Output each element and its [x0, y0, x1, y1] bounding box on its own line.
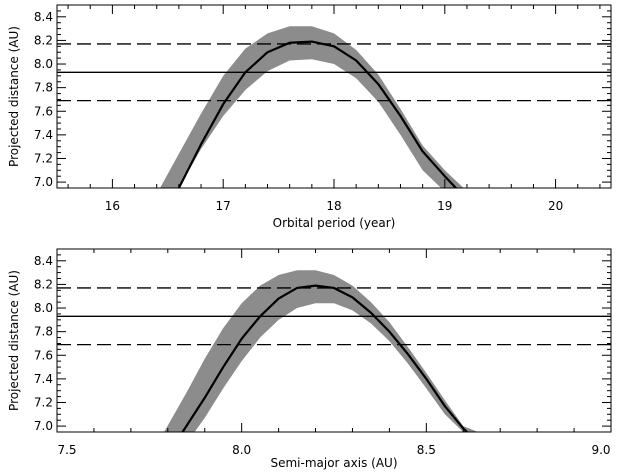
y-axis-title: Projected distance (AU) — [7, 26, 21, 167]
x-tick-label: 9.0 — [591, 443, 610, 457]
y-tick-label: 8.0 — [34, 57, 53, 71]
x-axis-title: Semi-major axis (AU) — [270, 456, 397, 470]
panel-semi-major-axis: 7.5 8.0 8.5 9.0 7.0 7.2 7.4 7.6 7.8 8.0 8.2 8.4 Semi… — [7, 248, 612, 470]
plot-frame — [56, 248, 612, 433]
y-tick-label: 7.0 — [34, 175, 53, 189]
x-axis-title: Orbital period (year) — [273, 216, 396, 230]
x-tick-label: 8.0 — [232, 443, 251, 457]
y-tick-label: 8.0 — [34, 301, 53, 315]
best-fit-curve — [177, 40, 457, 188]
best-fit-curve — [181, 284, 468, 432]
y-axis-title: Projected distance (AU) — [7, 270, 21, 411]
y-tick-label: 8.4 — [34, 10, 53, 24]
y-tick-label: 8.4 — [34, 254, 53, 268]
y-tick-label: 7.8 — [34, 325, 53, 339]
y-tick-label: 7.2 — [34, 151, 53, 165]
plot-area — [57, 270, 611, 432]
y-tick-label: 8.2 — [34, 33, 53, 47]
y-tick-label: 7.2 — [34, 395, 53, 409]
y-tick-label: 7.6 — [34, 348, 53, 362]
y-tick-label: 7.4 — [34, 372, 53, 386]
x-tick-label: 16 — [105, 199, 120, 213]
y-tick-label: 7.0 — [34, 419, 53, 433]
x-tick-label: 17 — [216, 199, 231, 213]
y-tick-label: 7.6 — [34, 104, 53, 118]
plot-area — [57, 26, 611, 188]
y-tick-label: 7.8 — [34, 81, 53, 95]
y-tick-label: 8.2 — [34, 277, 53, 291]
panel-orbital-period: 16 17 18 19 20 7.0 7.2 7.4 7.6 7.8 8.0 8.2 8.4 Orbita… — [7, 4, 612, 230]
x-tick-label: 19 — [437, 199, 452, 213]
y-tick-label: 7.4 — [34, 128, 53, 142]
x-tick-label: 18 — [326, 199, 341, 213]
x-tick-label: 20 — [548, 199, 563, 213]
x-tick-label: 8.5 — [417, 443, 436, 457]
uncertainty-band — [160, 26, 464, 188]
x-tick-label: 7.5 — [57, 443, 76, 457]
plot-frame — [56, 4, 612, 189]
uncertainty-band — [164, 270, 479, 432]
